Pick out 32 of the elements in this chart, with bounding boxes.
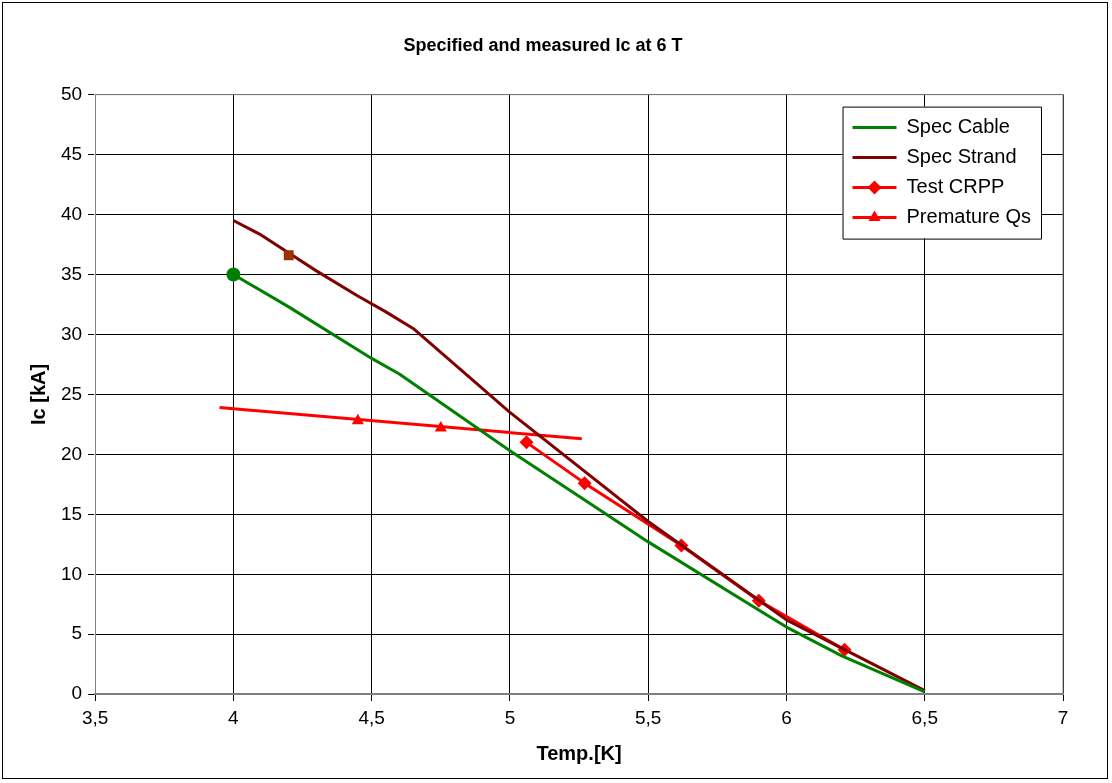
y-tick-label: 20 xyxy=(60,442,83,464)
point xyxy=(351,413,364,425)
y-tick-label: 50 xyxy=(60,82,83,104)
point xyxy=(226,267,241,282)
y-tick-label: 40 xyxy=(60,202,83,224)
legend-label: Test CRPP xyxy=(906,175,1005,198)
y-tick-label: 10 xyxy=(60,562,83,584)
legend-label: Premature Qs xyxy=(906,205,1031,228)
y-tick-label: 15 xyxy=(60,502,83,524)
y-tick-label: 45 xyxy=(60,142,83,164)
y-axis-title: Ic [kA] xyxy=(26,363,49,425)
point xyxy=(434,420,447,432)
x-tick-label: 5,5 xyxy=(634,706,662,728)
x-tick-label: 6,5 xyxy=(911,706,938,728)
x-axis-title: Temp.[K] xyxy=(536,741,622,764)
point xyxy=(283,250,294,261)
y-tick-label: 0 xyxy=(71,682,83,704)
x-tick-label: 3,5 xyxy=(81,706,109,728)
chart-title: Specified and measured Ic at 6 T xyxy=(403,34,683,55)
point xyxy=(519,435,534,450)
y-tick-label: 35 xyxy=(60,262,83,284)
legend-label: Spec Strand xyxy=(906,145,1017,168)
point xyxy=(577,476,592,491)
x-tick-label: 7 xyxy=(1057,706,1069,728)
y-tick-label: 30 xyxy=(60,322,83,344)
y-tick-label: 5 xyxy=(71,622,83,644)
y-tick-label: 25 xyxy=(60,382,83,404)
x-tick-label: 4,5 xyxy=(358,706,385,728)
x-tick-label: 6 xyxy=(781,706,792,728)
x-tick-label: 4 xyxy=(228,706,240,728)
x-tick-label: 5 xyxy=(504,706,516,728)
legend-label: Spec Cable xyxy=(906,115,1010,138)
